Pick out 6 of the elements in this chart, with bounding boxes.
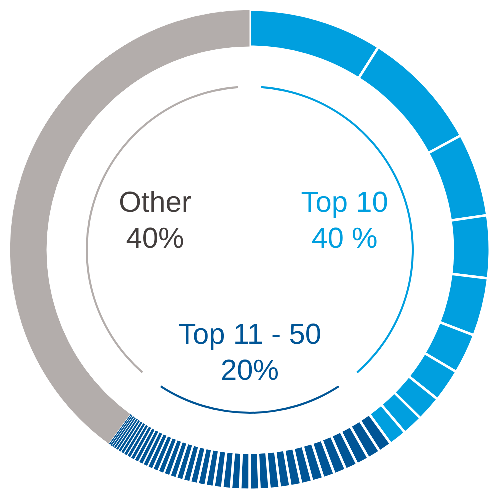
data-label: 40% (126, 223, 184, 256)
data-label: 20% (220, 355, 280, 387)
slice-label: Top 11 - 50 (178, 319, 322, 351)
slice-label: Other (118, 187, 192, 220)
slice-label: Top 10 (301, 187, 388, 220)
data-label: 40 % (312, 223, 378, 256)
